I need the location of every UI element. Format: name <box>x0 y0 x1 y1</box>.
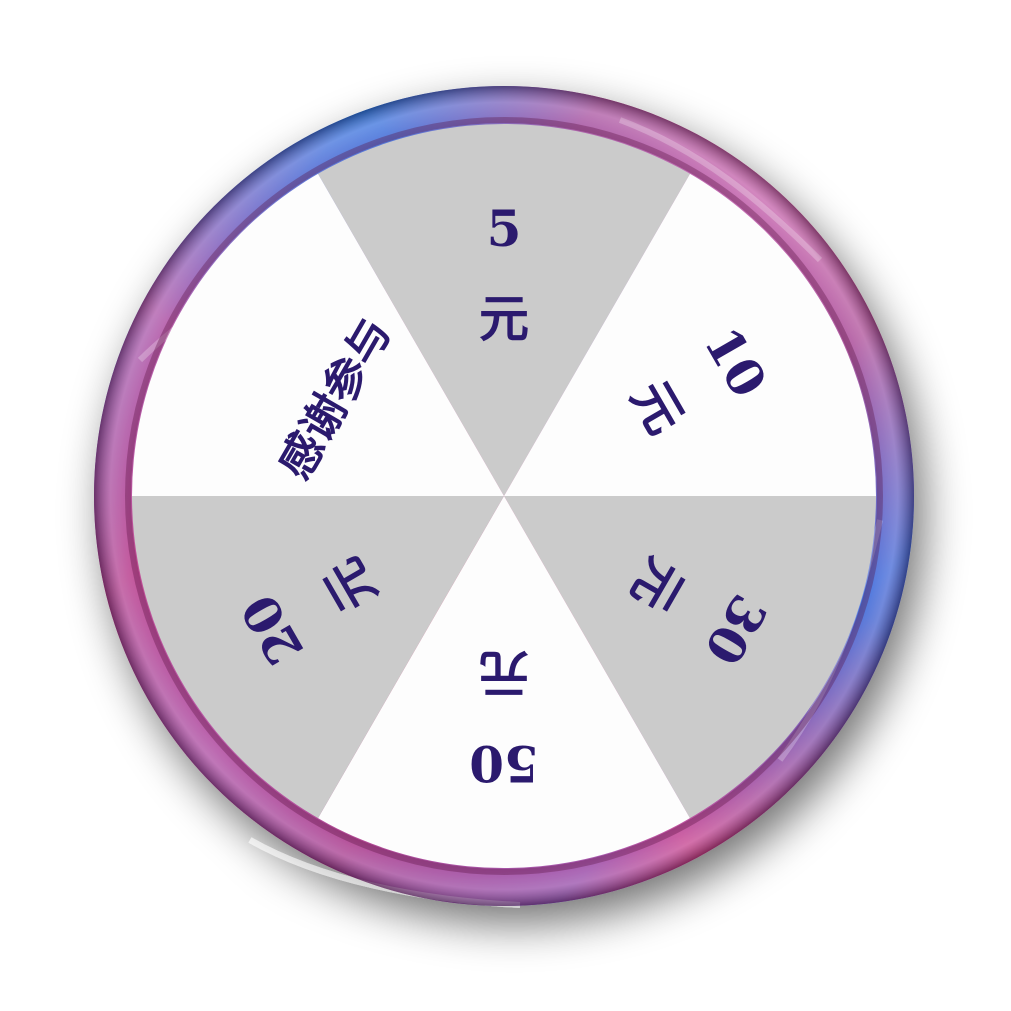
wheel-segment <box>504 496 876 868</box>
wheel-segment <box>132 496 504 868</box>
wheel-segment <box>288 124 720 496</box>
wheel-segment <box>132 124 504 496</box>
wheel-segment <box>288 496 720 868</box>
wheel-segment <box>504 124 876 496</box>
segment-label-group: 50元 <box>469 644 539 793</box>
segment-label: 50元 <box>469 644 539 793</box>
wheel-face <box>132 124 876 868</box>
